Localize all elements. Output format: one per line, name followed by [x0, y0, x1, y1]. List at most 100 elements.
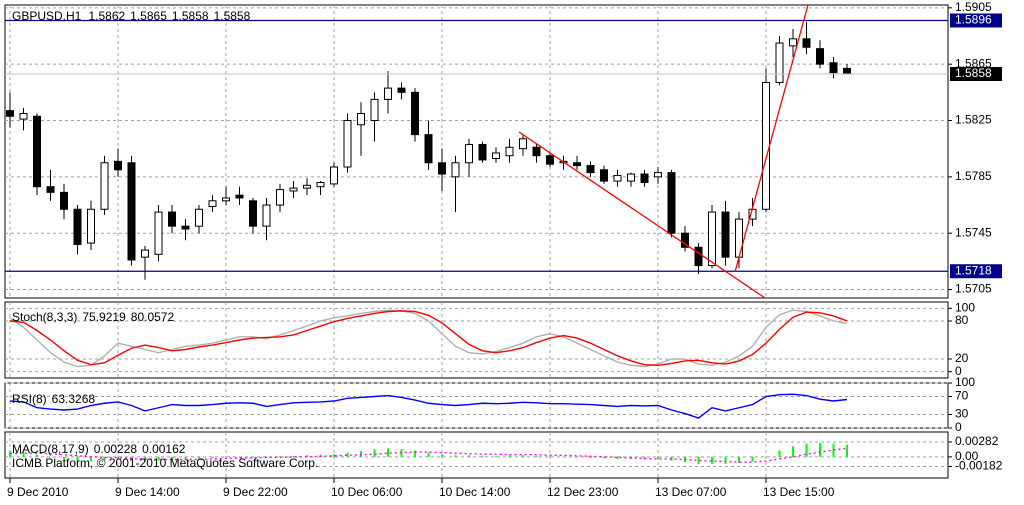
y-tick-label: 0.00 — [955, 449, 979, 463]
stoch-header: Stoch(8,3,3) 75.9219 80.0572 — [12, 310, 174, 324]
histogram-bar — [819, 443, 821, 457]
candle-body — [195, 208, 203, 227]
candle-body — [519, 138, 527, 150]
histogram-bar — [778, 450, 781, 457]
indicator-line — [9, 393, 848, 419]
trend-line — [518, 131, 766, 299]
candle-body — [816, 48, 824, 65]
candle-body — [721, 211, 730, 258]
rsi-header: RSI(8) 63.3268 — [12, 392, 95, 406]
rsi-title: RSI(8) — [12, 392, 47, 406]
candle-body — [775, 42, 784, 83]
candle-body — [303, 184, 311, 189]
x-tick-label: 9 Dec 14:00 — [115, 485, 180, 499]
candle-body — [249, 200, 257, 227]
high-value: 1.5865 — [130, 9, 167, 23]
y-tick-label: 100 — [955, 301, 975, 315]
histogram-bar — [292, 455, 295, 457]
y-tick-label: 80 — [955, 313, 969, 327]
x-tick-label: 12 Dec 23:00 — [547, 485, 619, 499]
candle-body — [222, 197, 230, 202]
panel-frame — [4, 4, 949, 299]
price-level-box — [950, 13, 1002, 28]
histogram-bar — [225, 456, 227, 458]
histogram-bar — [427, 452, 430, 457]
histogram-bar — [76, 456, 79, 462]
macd-value: 0.00228 — [94, 442, 138, 456]
histogram-bar — [238, 456, 241, 458]
histogram-bar — [36, 454, 38, 457]
candle-body — [181, 225, 190, 230]
y-tick-label: 0.00282 — [955, 434, 999, 448]
candle-body — [33, 115, 41, 188]
histogram-bar — [562, 456, 565, 458]
candle-body — [478, 143, 487, 161]
stoch-main-value: 75.9219 — [82, 310, 126, 324]
histogram-bar — [346, 452, 349, 457]
candle-body — [330, 166, 338, 185]
close-value: 1.5858 — [214, 9, 251, 23]
candle-body — [262, 204, 271, 227]
candle-body — [208, 200, 217, 207]
y-tick-label: 1.5905 — [955, 0, 992, 14]
histogram-bar — [103, 456, 106, 461]
candle-body — [762, 81, 770, 210]
stoch-title: Stoch(8,3,3) — [12, 310, 77, 324]
candle-body — [681, 232, 689, 248]
histogram-bar — [22, 452, 25, 457]
x-tick-label: 13 Dec 07:00 — [655, 485, 727, 499]
y-tick-label: 1.5825 — [955, 113, 992, 127]
candle-body — [789, 38, 797, 47]
candle-body — [343, 120, 352, 168]
symbol-header: GBPUSD,H1 1.5862 1.5865 1.5858 1.5858 — [12, 9, 251, 23]
candle-body — [424, 134, 433, 164]
candle-body — [843, 67, 851, 75]
histogram-bar — [751, 456, 754, 462]
candle-body — [640, 173, 649, 183]
histogram-bar — [846, 444, 848, 457]
candle-body — [654, 172, 662, 178]
histogram-bar — [90, 456, 92, 462]
low-value: 1.5858 — [172, 9, 209, 23]
rsi-value: 63.3268 — [52, 392, 96, 406]
candle-body — [316, 181, 325, 188]
candle-body — [829, 62, 838, 74]
candle-body — [627, 173, 635, 182]
panel-frame — [4, 431, 949, 479]
panel-frame — [4, 382, 949, 429]
candle-body — [384, 87, 392, 100]
y-tick-label: 0 — [955, 364, 962, 378]
histogram-bar — [387, 448, 389, 457]
histogram-bar — [49, 456, 52, 458]
candle-body — [492, 152, 500, 160]
y-tick-label: 1.5705 — [955, 282, 992, 296]
histogram-bar — [252, 456, 254, 458]
histogram-bar — [576, 456, 578, 458]
candle-body — [141, 249, 149, 258]
candle-body — [357, 112, 365, 126]
histogram-bar — [117, 456, 119, 459]
candle-body — [613, 174, 622, 182]
candle-body — [735, 218, 743, 258]
histogram-bar — [495, 455, 497, 457]
histogram-bar — [508, 455, 511, 457]
histogram-bar — [360, 451, 362, 457]
candle-body — [73, 208, 82, 245]
candle-body — [6, 110, 14, 117]
x-tick-label: 9 Dec 2010 — [7, 485, 69, 499]
histogram-bar — [441, 454, 443, 457]
price-level-label: 1.5718 — [955, 263, 992, 277]
y-tick-label: 30 — [955, 407, 969, 421]
y-tick-label: 100 — [955, 375, 975, 389]
y-tick-label: 20 — [955, 351, 969, 365]
candle-body — [465, 143, 473, 164]
candle-body — [46, 186, 55, 193]
histogram-bar — [643, 456, 646, 460]
histogram-bar — [481, 455, 484, 457]
histogram-bar — [414, 450, 416, 457]
bid-label: 1.5858 — [955, 66, 992, 80]
candle-body — [546, 155, 554, 165]
histogram-bar — [333, 454, 335, 457]
stoch-signal-value: 80.0572 — [131, 310, 175, 324]
